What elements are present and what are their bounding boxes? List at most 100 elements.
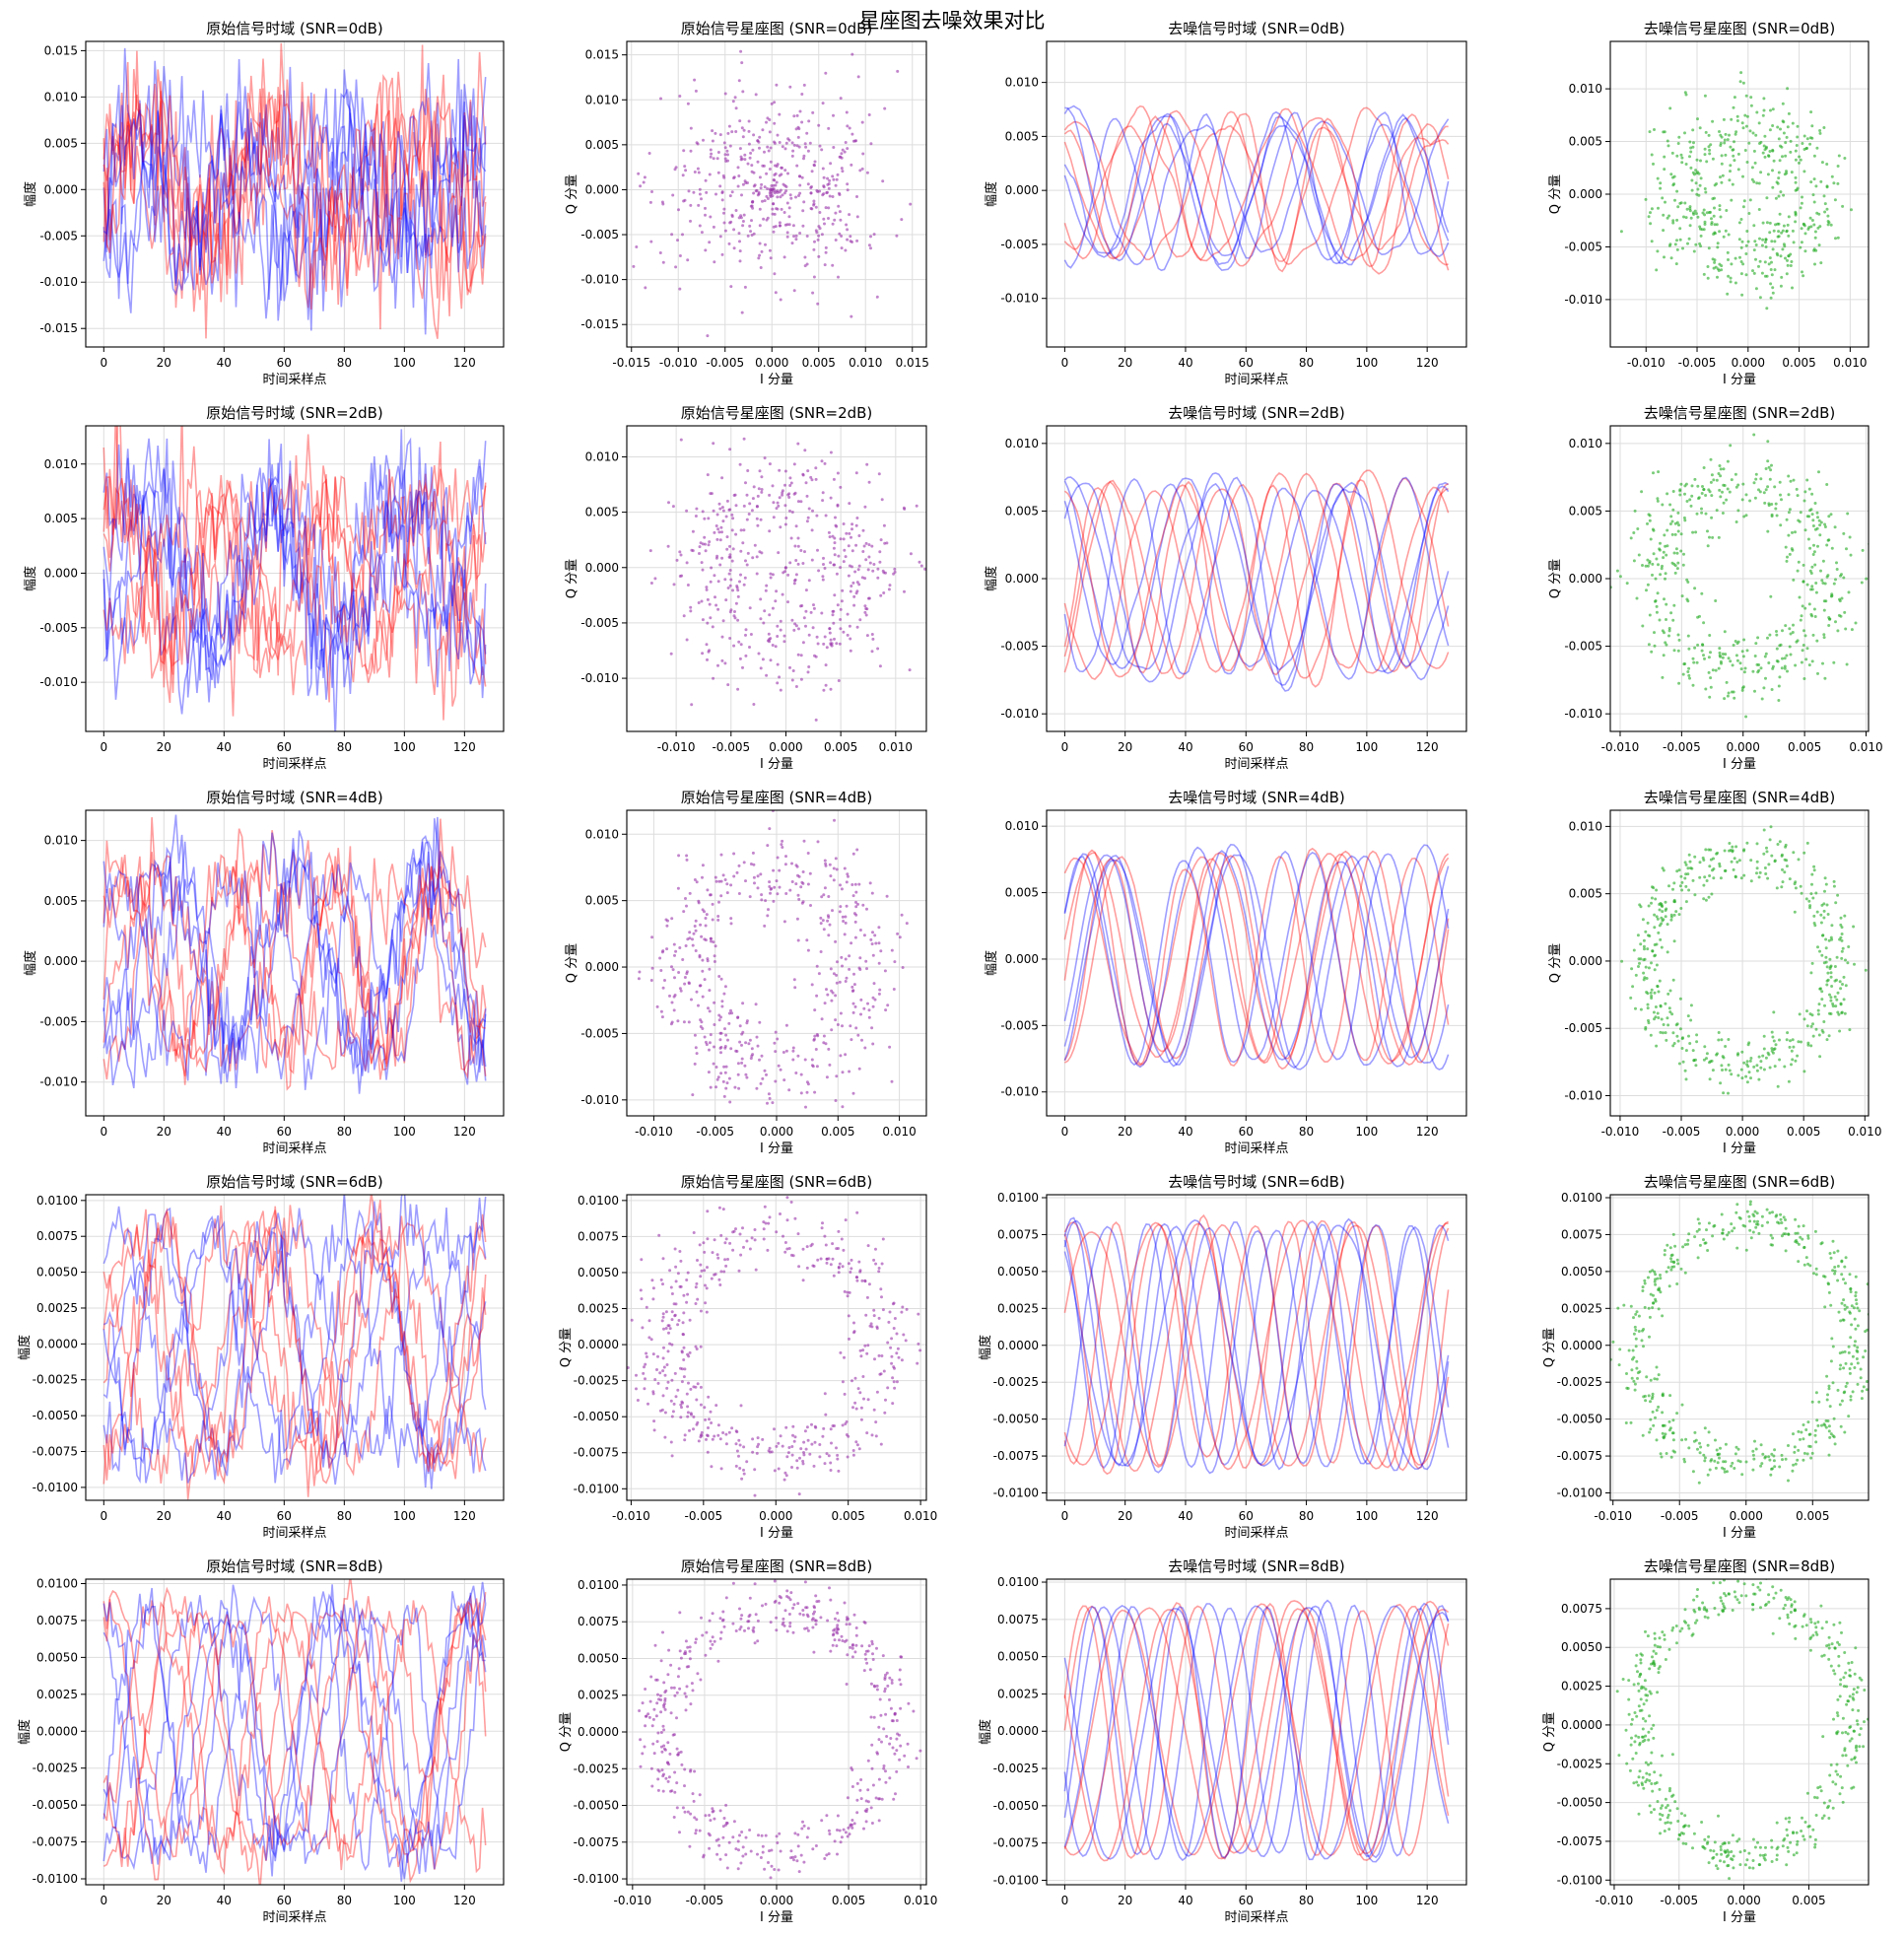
constellation-point	[796, 938, 800, 942]
constellation-point	[871, 1658, 875, 1661]
constellation-point	[1767, 863, 1771, 866]
constellation-point	[724, 1853, 728, 1857]
constellation-point	[1838, 1029, 1842, 1033]
signal-trace	[1063, 104, 1450, 262]
constellation-point	[1823, 582, 1827, 586]
constellation-point	[800, 175, 804, 179]
constellation-point	[781, 592, 784, 596]
constellation-point	[1801, 142, 1804, 145]
constellation-point	[881, 1654, 885, 1658]
constellation-point	[1741, 126, 1745, 130]
constellation-point	[1650, 988, 1654, 992]
constellation-point	[711, 1437, 714, 1441]
constellation-point	[869, 1806, 873, 1810]
constellation-point	[1651, 1410, 1655, 1414]
constellation-point	[1703, 1045, 1707, 1049]
constellation-point	[1774, 196, 1778, 200]
constellation-point	[887, 588, 891, 591]
constellation-point	[734, 504, 738, 508]
x-tick-label: 120	[453, 1509, 476, 1523]
constellation-point	[840, 167, 844, 171]
constellation-point	[849, 1271, 852, 1274]
constellation-point	[666, 1741, 670, 1745]
constellation-point	[712, 225, 715, 229]
constellation-point	[829, 496, 833, 500]
constellation-point	[1848, 1371, 1852, 1375]
constellation-point	[749, 633, 753, 636]
constellation-point	[1797, 1429, 1801, 1433]
constellation-point	[850, 1267, 853, 1271]
constellation-point	[670, 1415, 674, 1418]
constellation-point	[1829, 1432, 1833, 1436]
constellation-point	[1752, 149, 1756, 153]
constellation-point	[1824, 955, 1828, 959]
constellation-point	[839, 618, 843, 621]
constellation-point	[721, 509, 725, 513]
constellation-point	[1842, 1366, 1846, 1370]
constellation-point	[1813, 1428, 1817, 1432]
constellation-point	[1801, 604, 1804, 608]
constellation-point	[1658, 1288, 1662, 1292]
figure-suptitle: 星座图去噪效果对比	[859, 9, 1046, 33]
y-tick-label: 0.0100	[1561, 1191, 1602, 1205]
constellation-point	[1667, 629, 1671, 633]
constellation-point	[724, 515, 728, 519]
constellation-point	[1775, 630, 1778, 633]
constellation-point	[788, 665, 791, 669]
x-tick-label: 80	[337, 1509, 352, 1523]
constellation-point	[769, 160, 773, 164]
constellation-point	[1649, 991, 1653, 995]
signal-trace	[1063, 112, 1450, 273]
constellation-point	[1681, 1245, 1685, 1249]
constellation-point	[835, 1074, 839, 1078]
constellation-point	[1644, 1399, 1648, 1403]
y-tick-label: -0.0025	[1557, 1375, 1602, 1389]
constellation-point	[1841, 204, 1845, 208]
constellation-point	[806, 948, 810, 952]
constellation-point	[738, 119, 742, 123]
constellation-point	[829, 1461, 833, 1465]
constellation-point	[1689, 166, 1693, 170]
x-tick-label: 0	[100, 1509, 107, 1523]
constellation-point	[1677, 1062, 1681, 1066]
constellation-point	[783, 469, 787, 473]
y-tick-label: -0.005	[39, 1014, 78, 1028]
constellation-point	[1834, 620, 1837, 624]
constellation-point	[1683, 861, 1687, 864]
constellation-point	[1787, 1444, 1790, 1447]
constellation-point	[1673, 242, 1677, 246]
constellation-point	[1671, 887, 1674, 891]
constellation-point	[1745, 841, 1749, 845]
constellation-point	[680, 1367, 684, 1371]
constellation-point	[797, 874, 801, 878]
signal-trace	[102, 42, 487, 287]
y-tick-label: 0.0100	[997, 1191, 1039, 1205]
constellation-point	[812, 163, 816, 167]
constellation-point	[1716, 1461, 1720, 1465]
constellation-point	[1850, 1362, 1854, 1366]
axes-frame	[85, 809, 505, 1117]
constellation-point	[1656, 1011, 1660, 1015]
constellation-point	[1671, 1044, 1675, 1048]
constellation-point	[694, 1345, 698, 1348]
constellation-point	[1771, 185, 1775, 189]
constellation-point	[1763, 655, 1767, 658]
constellation-point	[1735, 119, 1739, 122]
constellation-point	[1769, 825, 1773, 829]
y-tick-label: 0.005	[1569, 887, 1602, 901]
constellation-point	[1841, 983, 1844, 986]
constellation-point	[1769, 268, 1773, 271]
constellation-point	[801, 224, 805, 228]
constellation-point	[1755, 871, 1758, 875]
constellation-point	[1729, 170, 1732, 173]
constellation-point	[1759, 140, 1763, 144]
constellation-point	[869, 142, 873, 146]
constellation-point	[1748, 198, 1752, 202]
constellation-point	[649, 1338, 653, 1342]
constellation-point	[1698, 1451, 1702, 1455]
constellation-point	[1765, 850, 1769, 854]
constellation-point	[759, 518, 763, 521]
constellation-point	[1649, 1292, 1653, 1296]
constellation-point	[1707, 246, 1711, 250]
constellation-point	[706, 959, 710, 963]
